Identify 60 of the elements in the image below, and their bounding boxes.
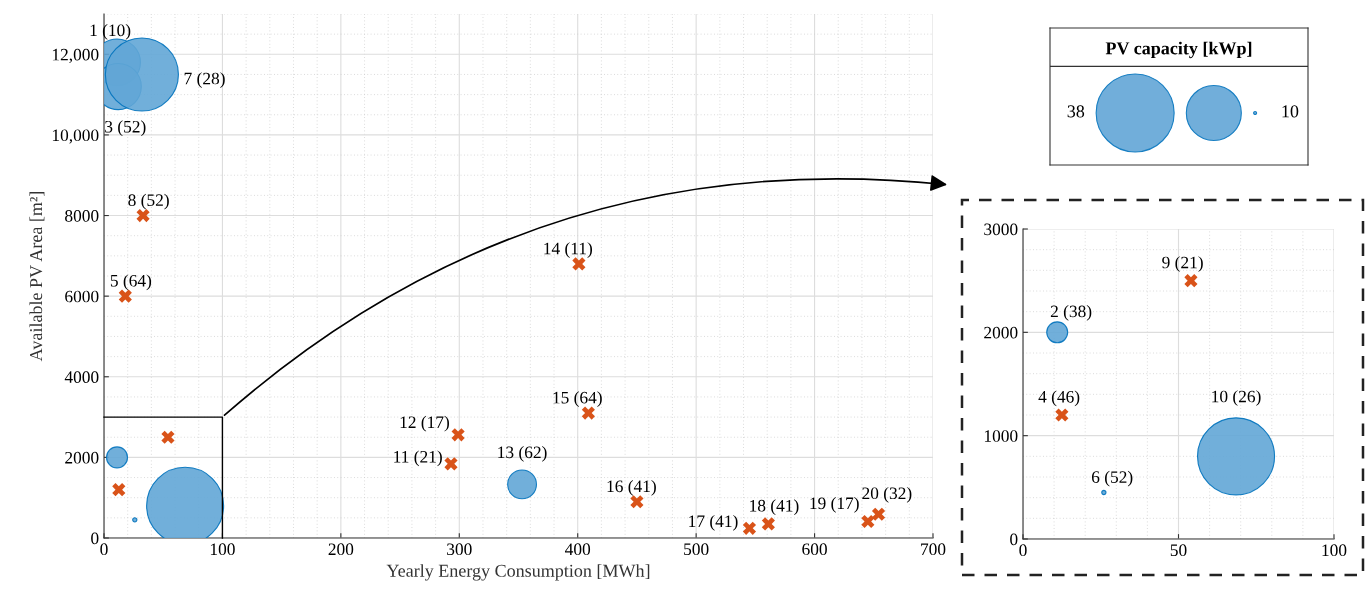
y-tick-label: 0	[1010, 533, 1018, 546]
annotation: 8 (52)	[128, 193, 169, 210]
annotation: 14 (11)	[544, 242, 593, 258]
y-tick-label: 3000	[984, 223, 1018, 236]
y-tick-label: 2000	[984, 326, 1018, 339]
text: 10	[1282, 105, 1299, 118]
x-tick-label: 0	[100, 543, 108, 556]
y-tick-label: 0	[91, 532, 99, 545]
y-axis-title: Available PV Area [m²]	[29, 191, 45, 362]
point	[118, 289, 132, 303]
x-tick-label: 0	[1019, 544, 1027, 557]
point	[136, 208, 150, 223]
y-tick-label: 6000	[65, 290, 99, 303]
x-tick-label: 100	[1322, 544, 1347, 557]
annotation: 13 (62)	[498, 445, 547, 462]
x-tick-label: 50	[1170, 544, 1187, 557]
x-tick-label: 400	[565, 543, 591, 556]
annotation: 18 (41)	[750, 499, 799, 516]
annotation: 10 (26)	[1212, 390, 1261, 406]
annotation: 19 (17)	[810, 496, 859, 513]
point	[871, 507, 886, 521]
x-tick-label: 500	[684, 543, 709, 556]
annotation: 5 (64)	[110, 274, 152, 291]
annotation: 12 (17)	[400, 415, 450, 432]
annotation: 3 (52)	[105, 120, 146, 137]
y-tick-label: 10,000	[52, 129, 99, 144]
point	[861, 514, 875, 529]
point	[444, 457, 458, 471]
x-tick-label: 200	[328, 543, 354, 556]
y-tick-label: 1000	[984, 430, 1018, 442]
annotation: 1 (10)	[90, 23, 131, 40]
point	[761, 517, 775, 531]
annotation: 20 (32)	[862, 486, 912, 503]
x-tick-label: 300	[447, 543, 472, 556]
annotation: 4 (46)	[1038, 390, 1080, 407]
point	[451, 428, 465, 442]
text: PV capacity [kWp]	[1105, 41, 1252, 59]
point	[581, 406, 595, 420]
annotation: 6 (52)	[1091, 470, 1133, 487]
point	[161, 430, 175, 444]
y-tick-label: 8000	[65, 210, 99, 222]
x-tick-label: 100	[210, 543, 235, 556]
annotation: 16 (41)	[607, 479, 656, 496]
annotation: 9 (21)	[1162, 256, 1203, 272]
y-tick-label: 12,000	[52, 48, 99, 63]
annotation: 17 (41)	[689, 514, 738, 531]
annotation: 11 (21)	[394, 450, 442, 467]
y-tick-label: 4000	[64, 371, 99, 383]
annotation: 2 (38)	[1050, 305, 1092, 321]
y-tick-label: 2000	[65, 451, 99, 464]
point	[572, 257, 586, 271]
x-tick-label: 600	[802, 543, 827, 556]
x-axis-title: Yearly Energy Consumption [MWh]	[386, 564, 650, 581]
annotation: 7 (28)	[184, 72, 225, 88]
point	[742, 521, 757, 535]
x-tick-label: 700	[921, 543, 946, 556]
point	[630, 495, 644, 509]
point	[112, 483, 126, 497]
text: 38	[1067, 105, 1085, 118]
annotation: 15 (64)	[553, 391, 602, 408]
